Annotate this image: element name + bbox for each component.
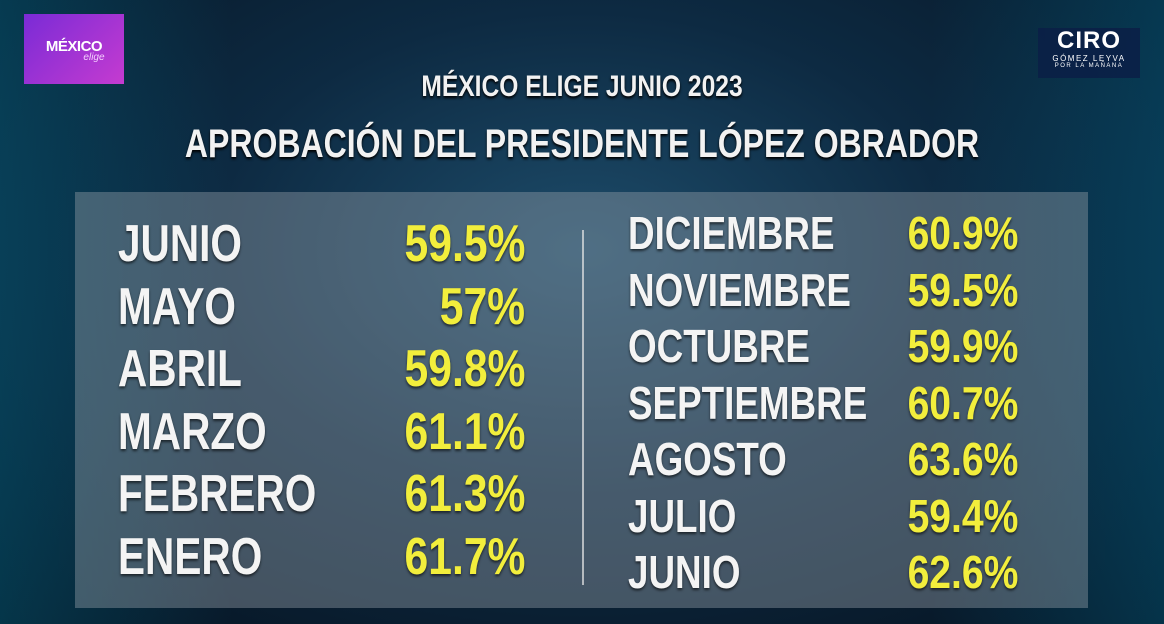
- row-value: 61.7%: [404, 527, 525, 586]
- row-label: ENERO: [118, 527, 263, 586]
- row-value: 59.5%: [907, 263, 1018, 316]
- row-label: MARZO: [118, 402, 267, 461]
- row-value: 63.6%: [907, 433, 1018, 485]
- row-label: AGOSTO: [628, 433, 787, 485]
- logo-title: CIRO: [1057, 27, 1121, 54]
- row-label: DICIEMBRE: [628, 207, 835, 259]
- row-value: 59.4%: [907, 489, 1018, 542]
- row-value: 60.9%: [907, 207, 1018, 259]
- divider: [582, 230, 584, 585]
- row-value: 59.5%: [404, 215, 525, 273]
- logo-mexico-elige: MÉXICO elige: [24, 14, 124, 84]
- logo-title: MÉXICO: [45, 38, 103, 55]
- row-value: 59.8%: [404, 340, 525, 398]
- row-value: 61.3%: [404, 465, 525, 523]
- logo-line: POR LA MAÑANA: [1054, 63, 1124, 69]
- row-label: JUNIO: [628, 546, 741, 598]
- row-label: SEPTIEMBRE: [628, 376, 868, 429]
- row-value: 62.6%: [907, 546, 1018, 598]
- row-label: MAYO: [118, 277, 236, 336]
- row-label: ABRIL: [118, 340, 242, 398]
- row-label: FEBRERO: [118, 465, 317, 523]
- logo-ciro: CIRO GÓMEZ LEYVA POR LA MAÑANA: [1038, 28, 1140, 78]
- table-panel: [75, 192, 1088, 608]
- logo-line: GÓMEZ LEYVA: [1052, 54, 1126, 63]
- logo-subtitle: elige: [83, 52, 105, 63]
- subtitle: APROBACIÓN DEL PRESIDENTE LÓPEZ OBRADOR: [184, 122, 980, 166]
- row-label: NOVIEMBRE: [628, 263, 851, 316]
- row-value: 57%: [439, 277, 525, 336]
- row-label: OCTUBRE: [628, 320, 810, 372]
- row-value: 61.1%: [404, 402, 525, 461]
- row-value: 59.9%: [907, 320, 1018, 372]
- row-label: JUNIO: [118, 215, 242, 273]
- row-label: JULIO: [628, 489, 737, 542]
- row-value: 60.7%: [907, 376, 1018, 429]
- title: MÉXICO ELIGE JUNIO 2023: [421, 70, 743, 103]
